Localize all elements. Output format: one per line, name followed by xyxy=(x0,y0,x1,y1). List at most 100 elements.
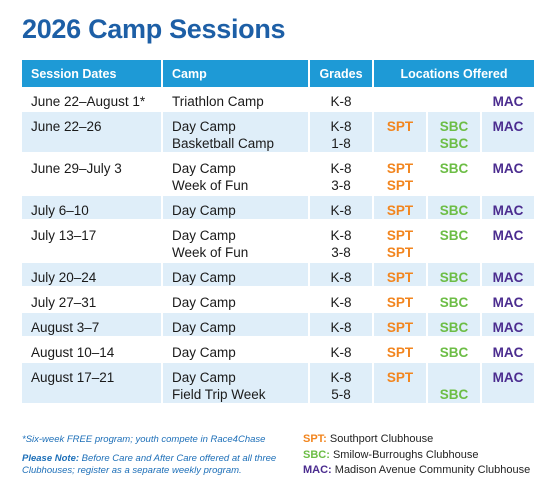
page-title: 2026 Camp Sessions xyxy=(22,14,286,44)
mac-location-cell: MAC xyxy=(481,262,535,288)
mac-location: MAC xyxy=(492,228,524,243)
table-header-row: Session Dates Camp Grades Locations Offe… xyxy=(22,60,535,87)
table-row: July 27–31 Day Camp K-8 SPT SBC MAC xyxy=(22,287,535,313)
spt-location-cell: SPT xyxy=(373,287,428,313)
grade-range-cell: K-8 xyxy=(309,195,374,221)
camp-name-cell: Day Camp xyxy=(162,262,310,288)
session-date: June 29–July 3 xyxy=(22,153,163,196)
spt-location: SPT xyxy=(386,178,414,193)
sbc-location-cell: SBC xyxy=(427,312,482,338)
mac-location-cell: MAC xyxy=(481,87,535,112)
mac-location-cell: MAC xyxy=(481,362,535,405)
session-date: August 3–7 xyxy=(22,312,163,338)
grade-range: K-8 xyxy=(330,345,352,360)
camp-name-cell: Day Camp xyxy=(162,195,310,221)
mac-location: MAC xyxy=(492,161,524,176)
sbc-location-cell: SBC xyxy=(427,262,482,288)
sbc-location-cell: SBC xyxy=(427,153,482,196)
sbc-location-cell: SBC xyxy=(427,362,482,405)
grade-range: K-8 xyxy=(330,320,352,335)
sbc-location-cell: SBC xyxy=(427,195,482,221)
grade-range: 1-8 xyxy=(331,136,351,151)
table-row: June 29–July 3 Day Camp Week of Fun K-8 3-8 S… xyxy=(22,153,535,196)
spt-location: SPT xyxy=(386,345,414,360)
mac-location-cell: MAC xyxy=(481,153,535,196)
spt-location: SPT xyxy=(386,370,414,385)
camp-name: Week of Fun xyxy=(172,178,249,193)
grade-range: K-8 xyxy=(330,370,352,385)
camp-name-cell: Day Camp Week of Fun xyxy=(162,153,310,196)
spt-location xyxy=(374,386,426,403)
mac-location: MAC xyxy=(492,270,524,285)
header-session-dates: Session Dates xyxy=(22,60,163,87)
table-row: August 17–21 Day Camp Field Trip Week K-8 5-… xyxy=(22,362,535,405)
table-row: August 3–7 Day Camp K-8 SPT SBC MAC xyxy=(22,312,535,338)
camp-name: Day Camp xyxy=(172,161,236,176)
grade-range-cell: K-8 xyxy=(309,287,374,313)
sbc-location: SBC xyxy=(439,136,469,151)
camp-name: Day Camp xyxy=(172,295,236,310)
spt-location-cell: SPT xyxy=(373,195,428,221)
grade-range-cell: K-8 3-8 xyxy=(309,153,374,196)
legend-item-spt: SPT: Southport Clubhouse xyxy=(303,432,530,448)
camp-name: Day Camp xyxy=(172,119,236,134)
camp-name-cell: Day Camp Week of Fun xyxy=(162,220,310,263)
spt-location-cell: SPT xyxy=(373,362,428,405)
camp-name: Day Camp xyxy=(172,345,236,360)
mac-location xyxy=(482,244,534,261)
camp-name-cell: Day Camp Field Trip Week xyxy=(162,362,310,405)
camp-name: Week of Fun xyxy=(172,245,249,260)
legend-item-mac: MAC: Madison Avenue Community Clubhouse xyxy=(303,463,530,479)
grade-range: K-8 xyxy=(330,161,352,176)
session-date: July 13–17 xyxy=(22,220,163,263)
session-date: August 10–14 xyxy=(22,337,163,363)
header-locations-offered: Locations Offered xyxy=(373,60,535,87)
camp-name: Triathlon Camp xyxy=(172,94,264,109)
spt-location: SPT xyxy=(386,320,414,335)
session-date: July 20–24 xyxy=(22,262,163,288)
sbc-location: SBC xyxy=(439,119,469,134)
grade-range-cell: K-8 xyxy=(309,87,374,112)
grade-range-cell: K-8 3-8 xyxy=(309,220,374,263)
spt-location: SPT xyxy=(386,228,414,243)
camp-name-cell: Triathlon Camp xyxy=(162,87,310,112)
legend-code: SBC: xyxy=(303,448,330,461)
grade-range-cell: K-8 5-8 xyxy=(309,362,374,405)
camp-name: Basketball Camp xyxy=(172,136,275,151)
spt-location-cell: SPT SPT xyxy=(373,153,428,196)
session-date: August 17–21 xyxy=(22,362,163,405)
note-label: Please Note: xyxy=(22,453,80,464)
grade-range: 3-8 xyxy=(331,245,351,260)
table-body: June 22–August 1* Triathlon Camp K-8 MAC Jun… xyxy=(22,87,535,405)
camp-name-cell: Day Camp xyxy=(162,312,310,338)
spt-location-cell: SPT xyxy=(373,262,428,288)
spt-location: SPT xyxy=(386,119,414,134)
spt-location-cell: SPT xyxy=(373,312,428,338)
legend-code: MAC: xyxy=(303,464,332,476)
camp-name: Day Camp xyxy=(172,270,236,285)
grade-range-cell: K-8 1-8 xyxy=(309,111,374,154)
sbc-location: SBC xyxy=(439,345,469,360)
sbc-location-cell: SBC SBC xyxy=(427,111,482,154)
camp-name: Day Camp xyxy=(172,370,236,385)
grade-range: K-8 xyxy=(330,228,352,243)
session-date: June 22–August 1* xyxy=(22,87,163,112)
legend-name: Southport Clubhouse xyxy=(329,433,434,445)
mac-location-cell: MAC xyxy=(481,312,535,338)
sbc-location: SBC xyxy=(439,203,469,218)
mac-location-cell: MAC xyxy=(481,111,535,154)
mac-location xyxy=(482,177,534,194)
table-row: June 22–26 Day Camp Basketball Camp K-8 1-8 S… xyxy=(22,111,535,154)
grade-range: K-8 xyxy=(330,94,352,109)
grade-range: 3-8 xyxy=(331,178,351,193)
session-date: July 27–31 xyxy=(22,287,163,313)
sbc-location: SBC xyxy=(439,161,469,176)
legend-item-sbc: SBC: Smilow-Burroughs Clubhouse xyxy=(303,448,530,464)
table-row: August 10–14 Day Camp K-8 SPT SBC MAC xyxy=(22,337,535,363)
mac-location xyxy=(482,135,534,152)
spt-location: SPT xyxy=(386,245,414,260)
care-note: Please Note: Before Care and After Care … xyxy=(22,453,302,477)
mac-location xyxy=(482,386,534,403)
note-text: Before Care and After Care offered at al… xyxy=(22,453,277,476)
header-camp: Camp xyxy=(162,60,310,87)
